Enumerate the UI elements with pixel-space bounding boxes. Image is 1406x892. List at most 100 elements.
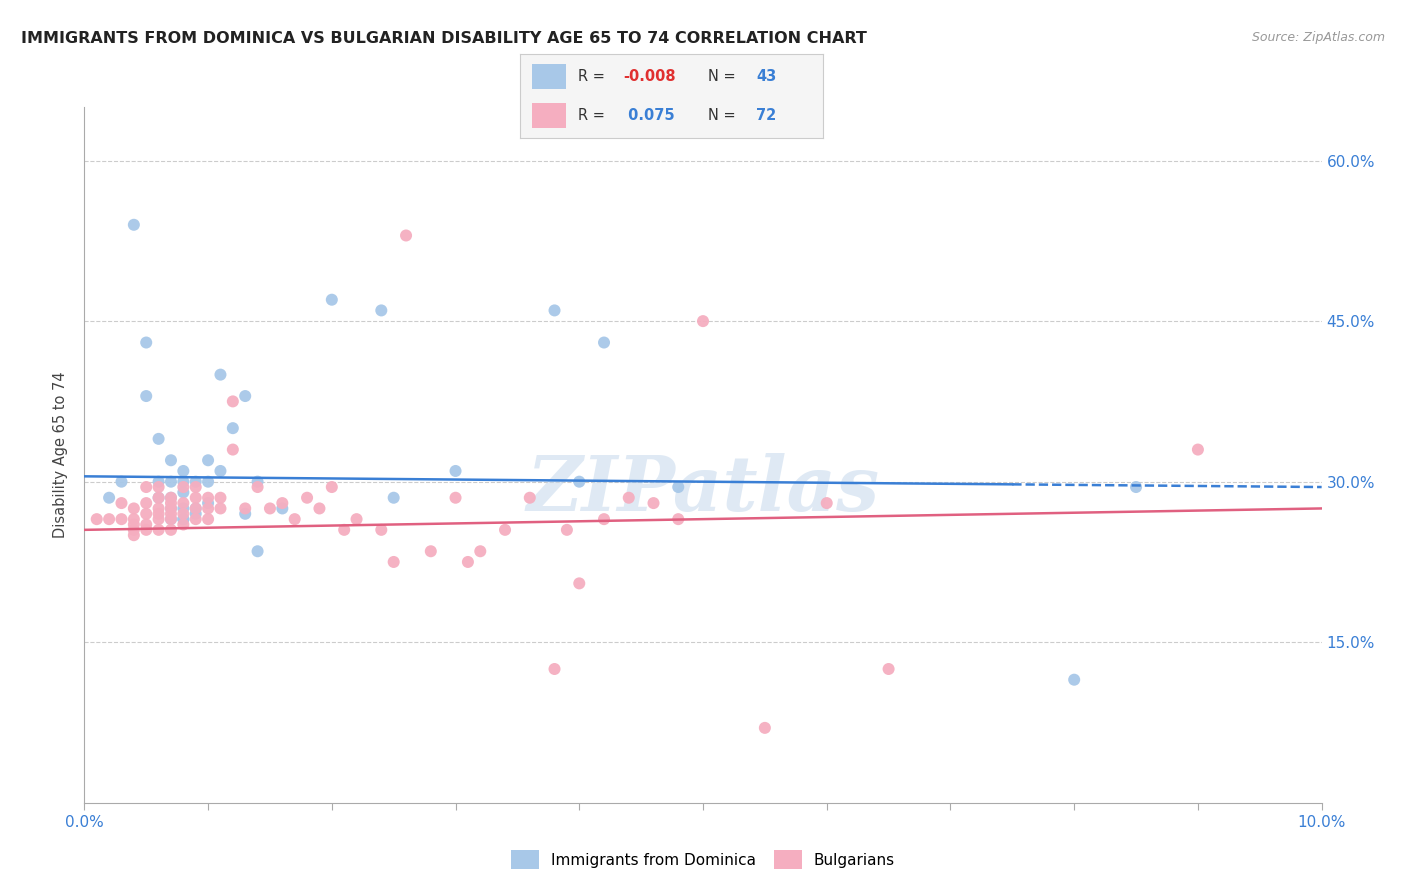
Point xyxy=(284,512,307,526)
Point xyxy=(419,544,441,558)
Point xyxy=(160,501,183,516)
Point xyxy=(172,501,194,516)
Point xyxy=(160,491,183,505)
Point xyxy=(1187,442,1209,457)
Text: N =: N = xyxy=(707,69,740,84)
Text: Source: ZipAtlas.com: Source: ZipAtlas.com xyxy=(1251,31,1385,45)
Point xyxy=(593,335,616,350)
Point xyxy=(617,491,640,505)
Point xyxy=(470,544,492,558)
Point xyxy=(568,576,591,591)
Point xyxy=(1063,673,1085,687)
Text: 72: 72 xyxy=(756,108,776,123)
Point xyxy=(346,512,368,526)
Point xyxy=(543,303,565,318)
Point xyxy=(568,475,591,489)
Point xyxy=(148,432,170,446)
Point xyxy=(148,523,170,537)
Point xyxy=(444,491,467,505)
Point xyxy=(110,496,132,510)
Point xyxy=(395,228,418,243)
Point xyxy=(271,501,294,516)
Legend: Immigrants from Dominica, Bulgarians: Immigrants from Dominica, Bulgarians xyxy=(505,845,901,875)
Point xyxy=(160,512,183,526)
Point xyxy=(382,555,405,569)
Point xyxy=(160,501,183,516)
Point xyxy=(457,555,479,569)
Point xyxy=(172,512,194,526)
Point xyxy=(222,394,245,409)
Point xyxy=(184,507,207,521)
Point xyxy=(543,662,565,676)
Point xyxy=(877,662,900,676)
Point xyxy=(135,507,157,521)
Point xyxy=(172,475,194,489)
Point xyxy=(197,512,219,526)
Point xyxy=(666,480,689,494)
Point xyxy=(184,512,207,526)
Point xyxy=(110,475,132,489)
Point xyxy=(444,464,467,478)
Point xyxy=(209,368,232,382)
Point xyxy=(184,491,207,505)
Point xyxy=(222,442,245,457)
Point xyxy=(148,491,170,505)
Point xyxy=(122,501,145,516)
Point xyxy=(246,544,269,558)
Point xyxy=(184,501,207,516)
Point xyxy=(246,475,269,489)
Point xyxy=(172,480,194,494)
Point xyxy=(98,512,121,526)
Text: IMMIGRANTS FROM DOMINICA VS BULGARIAN DISABILITY AGE 65 TO 74 CORRELATION CHART: IMMIGRANTS FROM DOMINICA VS BULGARIAN DI… xyxy=(21,31,868,46)
Point xyxy=(233,507,256,521)
Point xyxy=(370,303,392,318)
Text: R =: R = xyxy=(578,108,609,123)
Point xyxy=(160,496,183,510)
Point xyxy=(135,523,157,537)
Point xyxy=(184,475,207,489)
Point xyxy=(692,314,714,328)
Point xyxy=(148,512,170,526)
Text: -0.008: -0.008 xyxy=(623,69,676,84)
Point xyxy=(370,523,392,537)
FancyBboxPatch shape xyxy=(533,63,565,89)
Point xyxy=(172,507,194,521)
Point xyxy=(494,523,516,537)
Point xyxy=(184,480,207,494)
Point xyxy=(135,517,157,532)
Point xyxy=(160,523,183,537)
Point xyxy=(172,517,194,532)
Point xyxy=(321,480,343,494)
Point xyxy=(184,501,207,516)
Point xyxy=(122,512,145,526)
Point xyxy=(209,464,232,478)
Point xyxy=(122,523,145,537)
Point xyxy=(321,293,343,307)
Point xyxy=(382,491,405,505)
Text: 0.075: 0.075 xyxy=(623,108,675,123)
Point xyxy=(555,523,578,537)
Point xyxy=(160,507,183,521)
Text: R =: R = xyxy=(578,69,609,84)
Point xyxy=(209,491,232,505)
Text: ZIPatlas: ZIPatlas xyxy=(526,453,880,526)
Point xyxy=(172,496,194,510)
Point xyxy=(172,485,194,500)
Y-axis label: Disability Age 65 to 74: Disability Age 65 to 74 xyxy=(53,372,69,538)
Point xyxy=(197,501,219,516)
Text: N =: N = xyxy=(707,108,740,123)
Point xyxy=(135,496,157,510)
Point xyxy=(160,512,183,526)
Point xyxy=(666,512,689,526)
Point xyxy=(209,501,232,516)
Point xyxy=(160,475,183,489)
Point xyxy=(815,496,838,510)
Point xyxy=(148,507,170,521)
Point xyxy=(333,523,356,537)
Point xyxy=(197,453,219,467)
Point xyxy=(643,496,665,510)
Point xyxy=(308,501,330,516)
Point xyxy=(246,480,269,494)
Point xyxy=(135,389,157,403)
FancyBboxPatch shape xyxy=(533,103,565,128)
